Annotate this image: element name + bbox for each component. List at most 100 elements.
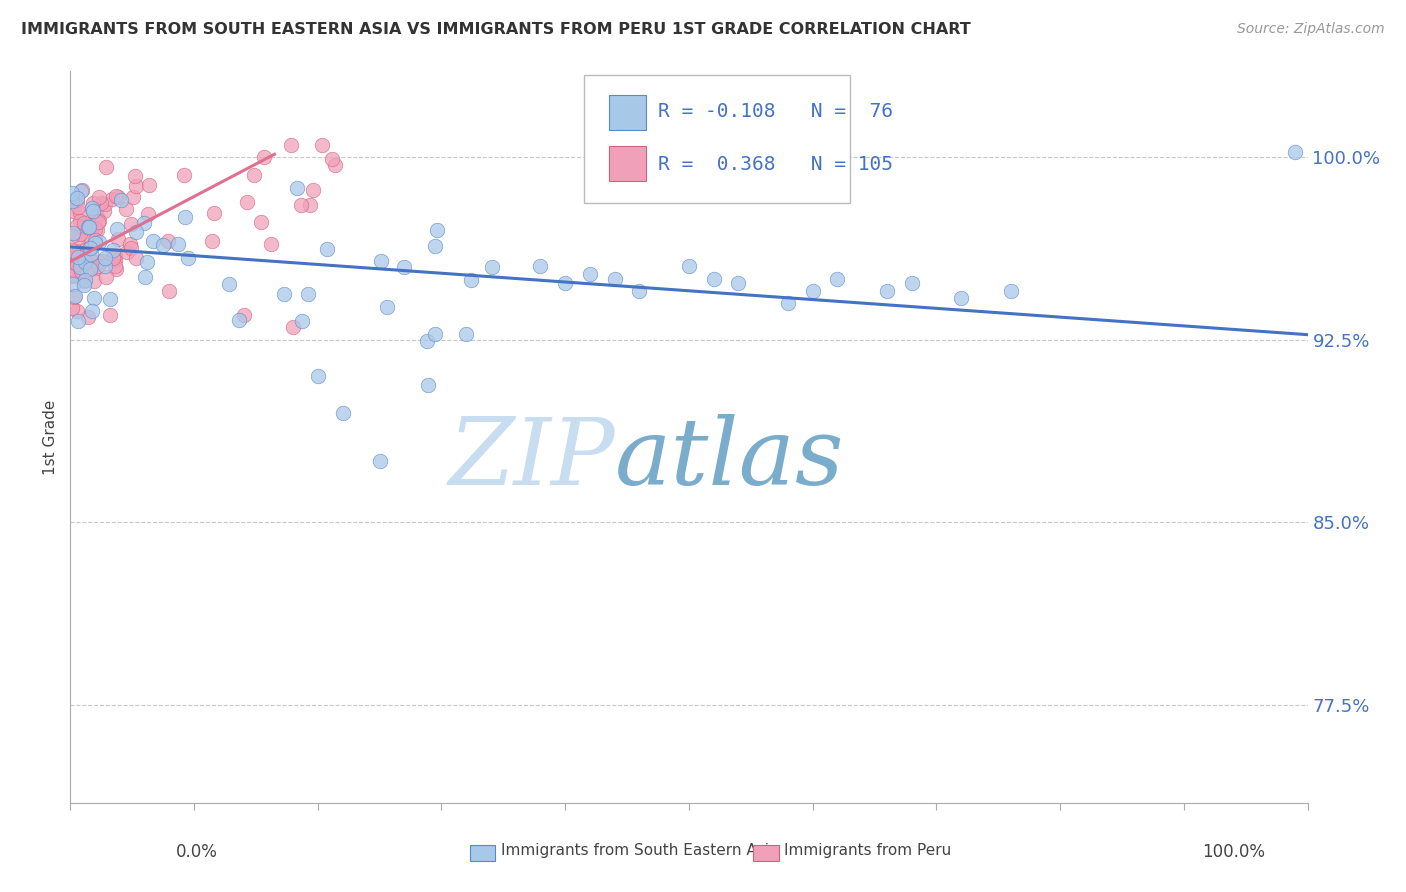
Point <box>125 178 148 193</box>
Point <box>678 260 700 274</box>
Point <box>67 256 90 270</box>
Point <box>236 194 259 209</box>
Point <box>84 222 107 236</box>
Point <box>60 186 83 200</box>
Point <box>125 226 148 240</box>
Point <box>103 243 125 257</box>
Point <box>63 288 86 302</box>
Point <box>73 247 96 261</box>
Point <box>62 301 84 315</box>
Point <box>65 219 87 233</box>
Point <box>93 252 115 266</box>
Point <box>321 153 343 167</box>
Point <box>69 184 91 198</box>
Point <box>62 262 84 277</box>
Point <box>73 277 96 292</box>
Point <box>101 251 124 265</box>
Point <box>415 334 437 348</box>
Point <box>827 271 849 285</box>
Point <box>79 241 101 255</box>
Point <box>62 244 84 258</box>
Point <box>554 277 576 291</box>
Point <box>77 219 100 234</box>
Point <box>370 253 392 268</box>
Point <box>315 243 337 257</box>
Point <box>77 219 100 234</box>
Point <box>62 290 84 304</box>
Point <box>94 259 117 273</box>
Point <box>69 264 91 278</box>
Point <box>423 238 446 252</box>
Point <box>1000 284 1022 298</box>
Point <box>69 227 91 241</box>
Point <box>152 237 174 252</box>
Point <box>104 259 127 273</box>
Point <box>301 184 323 198</box>
Point <box>84 208 107 222</box>
Point <box>60 263 83 277</box>
Point <box>82 221 104 235</box>
Point <box>62 194 84 208</box>
Point <box>332 406 354 420</box>
Point <box>157 235 180 249</box>
Point <box>66 252 89 267</box>
Point <box>72 249 94 263</box>
Point <box>228 312 250 326</box>
Point <box>77 218 100 232</box>
Point <box>118 236 141 251</box>
Point <box>79 240 101 254</box>
Point <box>104 248 127 262</box>
Point <box>87 259 110 273</box>
Text: 100.0%: 100.0% <box>1202 843 1265 861</box>
Point <box>242 168 264 182</box>
Point <box>307 369 329 384</box>
Point <box>120 241 142 255</box>
Point <box>105 262 128 277</box>
Point <box>79 262 101 277</box>
Point <box>249 214 271 228</box>
Point <box>104 253 127 268</box>
Point <box>66 193 89 207</box>
Point <box>232 308 254 322</box>
Point <box>90 254 112 268</box>
Point <box>72 275 94 289</box>
Point <box>75 219 97 234</box>
Point <box>107 190 129 204</box>
Text: R =  0.368   N = 105: R = 0.368 N = 105 <box>658 154 893 174</box>
Point <box>142 234 165 248</box>
Point <box>138 207 160 221</box>
Point <box>98 292 121 306</box>
Point <box>69 205 91 219</box>
Point <box>105 222 128 236</box>
Point <box>94 269 117 284</box>
Point <box>125 251 148 265</box>
Point <box>117 245 139 260</box>
Point <box>281 320 304 334</box>
Point <box>426 223 449 237</box>
Point <box>90 196 112 211</box>
Point <box>67 248 90 262</box>
Text: Source: ZipAtlas.com: Source: ZipAtlas.com <box>1237 22 1385 37</box>
Point <box>900 277 922 291</box>
Point <box>579 267 602 281</box>
Point <box>82 204 104 219</box>
Point <box>727 277 749 291</box>
Point <box>122 190 145 204</box>
Point <box>177 251 200 265</box>
Point <box>80 303 103 318</box>
Point <box>89 190 111 204</box>
Point <box>67 229 90 244</box>
Point <box>80 201 103 215</box>
Point <box>86 210 108 224</box>
Point <box>260 237 283 252</box>
Point <box>173 168 195 182</box>
Point <box>603 271 626 285</box>
Point <box>100 193 122 207</box>
Point <box>776 296 799 310</box>
Point <box>291 314 314 328</box>
Point <box>66 257 89 271</box>
Point <box>134 216 156 230</box>
Point <box>60 229 83 244</box>
Point <box>73 273 96 287</box>
Point <box>416 378 439 392</box>
